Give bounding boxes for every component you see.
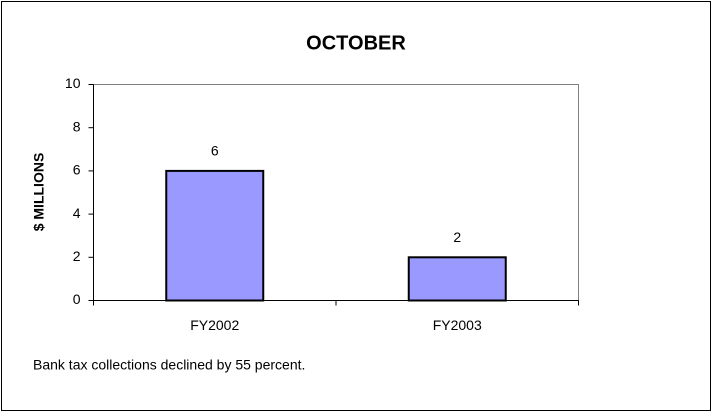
chart-title: OCTOBER: [306, 32, 406, 54]
y-tick-label: 2: [73, 248, 81, 264]
data-label: 2: [453, 229, 461, 245]
y-tick-label: 10: [65, 75, 81, 91]
y-tick-label: 0: [73, 291, 81, 307]
bar: [165, 169, 265, 302]
data-label: 6: [211, 143, 219, 159]
x-tick-label: FY2002: [190, 317, 239, 333]
y-tick-label: 4: [73, 205, 81, 221]
annotation: Bank tax collections declined by 55 perc…: [33, 357, 305, 373]
bar: [407, 256, 507, 302]
y-axis-label: $ MILLIONS: [31, 153, 47, 232]
x-tick-label: FY2003: [433, 317, 482, 333]
y-tick-label: 6: [73, 162, 81, 178]
y-tick-label: 8: [73, 118, 81, 134]
